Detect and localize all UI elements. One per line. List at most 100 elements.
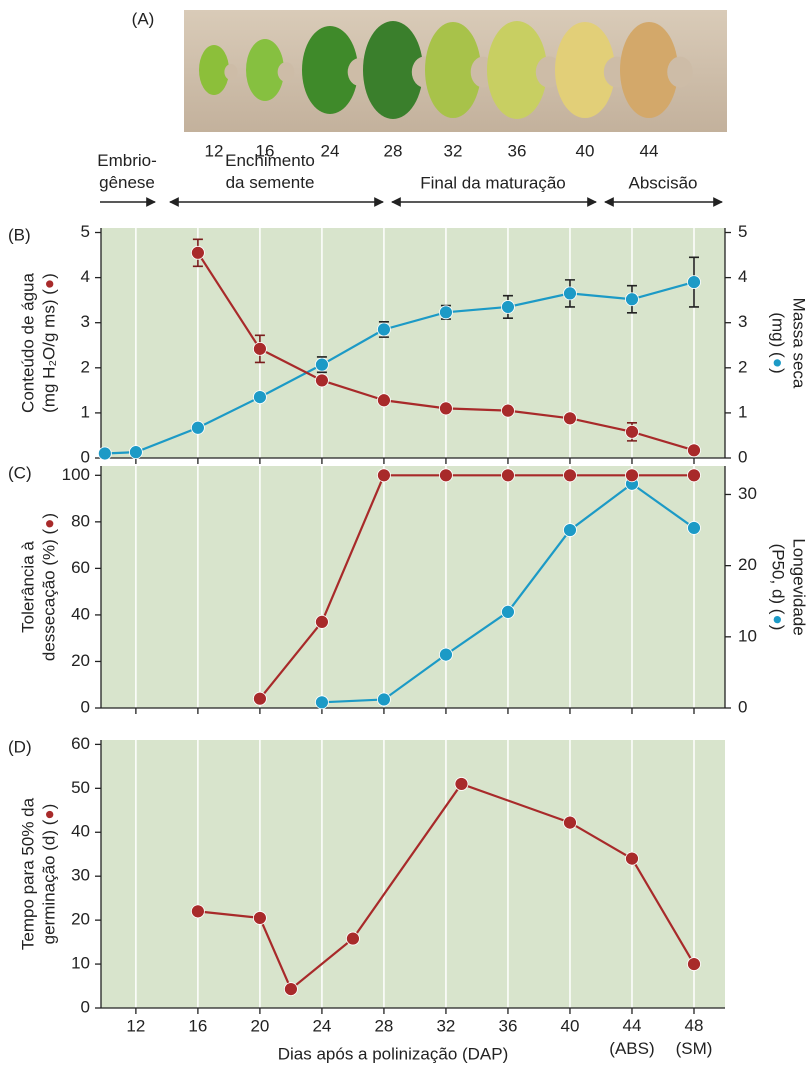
data-point xyxy=(377,692,391,707)
data-point xyxy=(563,815,577,830)
plot-background xyxy=(101,740,725,1008)
data-point xyxy=(377,393,391,408)
data-point xyxy=(128,445,143,460)
plot-background xyxy=(101,228,725,458)
y-tick-label: 40 xyxy=(71,604,90,623)
data-point xyxy=(315,695,329,710)
data-point xyxy=(563,523,577,537)
panel-label: (C) xyxy=(8,463,32,482)
y-tick-label: 2 xyxy=(81,357,90,376)
y2-tick-label: 3 xyxy=(738,312,747,331)
seed xyxy=(620,22,678,118)
seed xyxy=(199,45,229,95)
data-point xyxy=(190,420,205,435)
y-tick-label: 10 xyxy=(71,954,90,973)
data-point xyxy=(284,982,298,997)
x-tick-label: 16 xyxy=(188,1016,207,1035)
y-tick-label: 3 xyxy=(81,312,90,331)
data-point xyxy=(346,931,360,946)
data-point xyxy=(439,401,453,416)
x-tick-label: 20 xyxy=(250,1016,269,1035)
data-point xyxy=(625,424,639,439)
seed-day-label: 32 xyxy=(444,141,463,160)
seed-hilum xyxy=(224,64,238,80)
data-point xyxy=(625,468,639,483)
y2-tick-label: 5 xyxy=(738,222,747,241)
data-point xyxy=(377,322,391,337)
series-line xyxy=(259,474,694,700)
y2-tick-label: 2 xyxy=(738,357,747,376)
seed xyxy=(246,39,284,101)
seed-hilum xyxy=(277,62,295,82)
y-axis-label: Tempo para 50% da germinação (d) (●) xyxy=(19,797,59,950)
x-tick-label: 40 xyxy=(561,1016,580,1035)
seed xyxy=(487,21,547,119)
seed-day-label: 40 xyxy=(576,141,595,160)
y-tick-label: 80 xyxy=(71,511,90,530)
data-point xyxy=(687,957,701,971)
data-point xyxy=(315,615,329,629)
data-point xyxy=(253,691,267,706)
seed xyxy=(555,22,615,118)
y-tick-label: 30 xyxy=(71,866,90,885)
data-point xyxy=(687,468,701,483)
y2-tick-label: 30 xyxy=(738,484,757,503)
seed xyxy=(302,26,358,114)
x-tick-label: 12 xyxy=(126,1016,145,1035)
y-tick-label: 4 xyxy=(81,267,90,286)
y2-axis-label: Massa seca(mg) (●) xyxy=(768,298,808,389)
data-point xyxy=(563,468,577,483)
data-point xyxy=(501,403,515,418)
seed-day-label: 28 xyxy=(384,141,403,160)
data-point xyxy=(97,446,112,461)
x-tick-label: 32 xyxy=(436,1016,455,1035)
seed-day-label: 12 xyxy=(205,141,224,160)
seed xyxy=(363,21,423,119)
y-tick-label: 50 xyxy=(71,778,90,797)
y-tick-label: 0 xyxy=(81,447,90,466)
y2-axis-label: Longevidade(P50, d) (●) xyxy=(768,538,808,635)
data-point xyxy=(454,777,469,791)
data-point xyxy=(315,357,329,372)
y-tick-label: 60 xyxy=(71,558,90,577)
y-tick-label: 1 xyxy=(81,402,90,421)
y2-tick-label: 10 xyxy=(738,626,757,645)
y-tick-label: 5 xyxy=(81,222,90,241)
data-point xyxy=(501,605,515,619)
data-point xyxy=(315,373,329,388)
seed-hilum xyxy=(667,56,693,88)
y2-tick-label: 0 xyxy=(738,447,747,466)
data-point xyxy=(253,911,267,925)
data-point xyxy=(625,292,639,307)
data-point xyxy=(439,647,453,662)
stage-label: Final da maturação xyxy=(420,173,566,192)
seed-day-label: 36 xyxy=(508,141,527,160)
data-point xyxy=(253,390,267,405)
y-tick-label: 20 xyxy=(71,910,90,929)
stage-label: Enchimento da semente xyxy=(225,151,315,192)
panel-label: (D) xyxy=(8,737,32,756)
data-point xyxy=(190,904,205,919)
series-line xyxy=(197,782,695,991)
stage-label: Embrio-gênese xyxy=(97,151,157,192)
y-tick-label: 40 xyxy=(71,822,90,841)
seed-day-label: 24 xyxy=(321,141,340,160)
x-axis-label: Dias após a polinização (DAP) xyxy=(278,1044,509,1063)
data-point xyxy=(501,468,515,483)
y-tick-label: 100 xyxy=(62,465,90,484)
y-tick-label: 60 xyxy=(71,734,90,753)
seed-day-label: 44 xyxy=(640,141,659,160)
seed xyxy=(425,22,481,118)
y-axis-label: Conteúdo de água (mg H₂O/g ms) (●) xyxy=(19,273,59,413)
seeds xyxy=(199,21,693,119)
data-point xyxy=(190,245,205,260)
data-point xyxy=(625,851,639,866)
y-tick-label: 0 xyxy=(81,697,90,716)
stages: Embrio-gênese Enchimento da semente Final… xyxy=(97,151,723,207)
panel-label: (A) xyxy=(132,9,155,28)
y-axis-label: Tolerância à dessecação (%) (●) xyxy=(19,513,59,661)
data-point xyxy=(687,275,701,290)
x-tick-label: 28 xyxy=(374,1016,393,1035)
x-tick-label: 44 (ABS) xyxy=(609,1016,654,1058)
stage-label: Abscisão xyxy=(629,173,698,192)
